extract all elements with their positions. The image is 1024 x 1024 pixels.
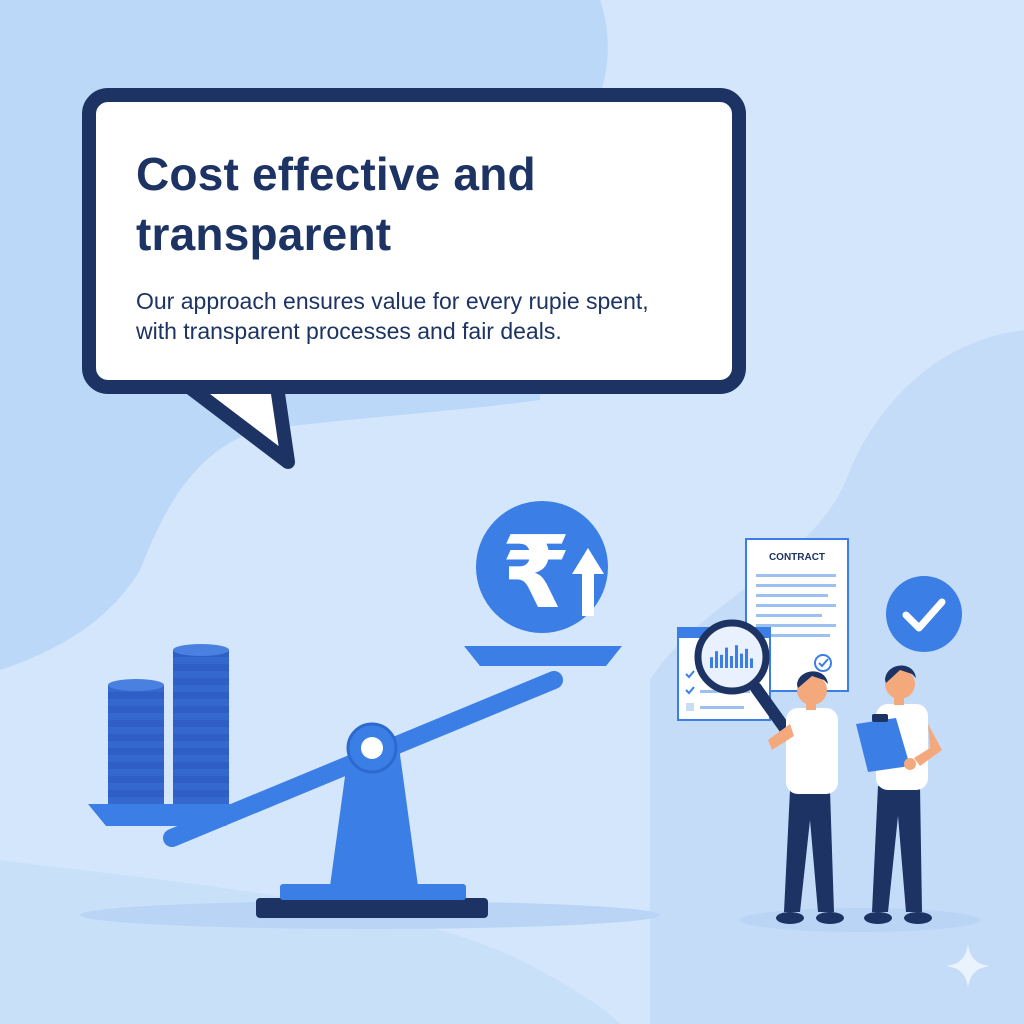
coin xyxy=(108,699,164,706)
coin xyxy=(173,713,229,720)
headline: Cost effective and transparent xyxy=(136,148,536,260)
scale-pivot-hole xyxy=(361,737,383,759)
coin xyxy=(173,664,229,671)
coin-stack-short xyxy=(108,679,164,804)
mini-chart-bar xyxy=(745,648,748,668)
coin xyxy=(173,783,229,790)
coin xyxy=(108,769,164,776)
mini-chart-bar xyxy=(720,654,723,668)
coin xyxy=(173,797,229,804)
coin xyxy=(173,762,229,769)
mini-chart-bar xyxy=(710,657,713,668)
coin xyxy=(108,790,164,797)
coin xyxy=(108,797,164,804)
scale-right-pan xyxy=(464,646,622,666)
coin xyxy=(108,734,164,741)
coin xyxy=(173,755,229,762)
scale-stand xyxy=(330,740,418,886)
person-with-clipboard xyxy=(856,665,942,924)
coin xyxy=(173,741,229,748)
magnifier-icon xyxy=(694,619,792,736)
scale-base xyxy=(256,898,488,918)
mini-chart-bar xyxy=(730,656,733,668)
coin xyxy=(108,706,164,713)
mini-chart-bar xyxy=(725,647,728,668)
coin xyxy=(173,685,229,692)
coin-stack-tall xyxy=(173,644,229,804)
contract-check-icon xyxy=(814,654,832,672)
person-with-magnifier xyxy=(768,671,844,924)
mini-bar-chart xyxy=(710,645,753,668)
coin xyxy=(173,734,229,741)
arrow-up-icon xyxy=(572,548,604,616)
coin xyxy=(108,741,164,748)
coin xyxy=(173,748,229,755)
floor-shadow-people xyxy=(740,908,980,932)
scale-base-top xyxy=(280,884,466,900)
speech-bubble: Cost effective and transparent Our appro… xyxy=(82,88,746,394)
contract-label: CONTRACT xyxy=(769,552,825,563)
coin xyxy=(173,671,229,678)
check-badge-icon xyxy=(872,562,976,666)
coin xyxy=(173,769,229,776)
rupee-symbol: ₹ xyxy=(501,514,571,631)
mini-chart-bar xyxy=(740,653,743,668)
coin xyxy=(108,762,164,769)
mini-chart-bar xyxy=(750,658,753,668)
coin xyxy=(173,776,229,783)
rupee-coin-icon: ₹ xyxy=(476,501,608,633)
blob-bottom xyxy=(0,860,620,1024)
coin xyxy=(108,755,164,762)
coin-stacks xyxy=(108,644,229,804)
body-text: Our approach ensures value for every rup… xyxy=(136,288,649,344)
coin xyxy=(173,790,229,797)
balance-scale xyxy=(88,646,622,918)
coin xyxy=(173,706,229,713)
coin xyxy=(173,657,229,664)
coin xyxy=(108,692,164,699)
coin xyxy=(173,699,229,706)
coin xyxy=(108,727,164,734)
mini-chart-bar xyxy=(715,651,718,668)
coin xyxy=(173,720,229,727)
coin xyxy=(173,727,229,734)
mini-chart-bar xyxy=(735,645,738,668)
coin xyxy=(108,748,164,755)
coin xyxy=(173,692,229,699)
coin xyxy=(173,678,229,685)
coin xyxy=(108,783,164,790)
coin xyxy=(108,713,164,720)
coin xyxy=(108,720,164,727)
sparkle-icon xyxy=(946,944,990,988)
coin-top xyxy=(108,679,164,691)
coin xyxy=(108,776,164,783)
coin-top xyxy=(173,644,229,656)
clipboard-icon xyxy=(856,714,910,772)
scale-left-pan xyxy=(88,804,246,826)
